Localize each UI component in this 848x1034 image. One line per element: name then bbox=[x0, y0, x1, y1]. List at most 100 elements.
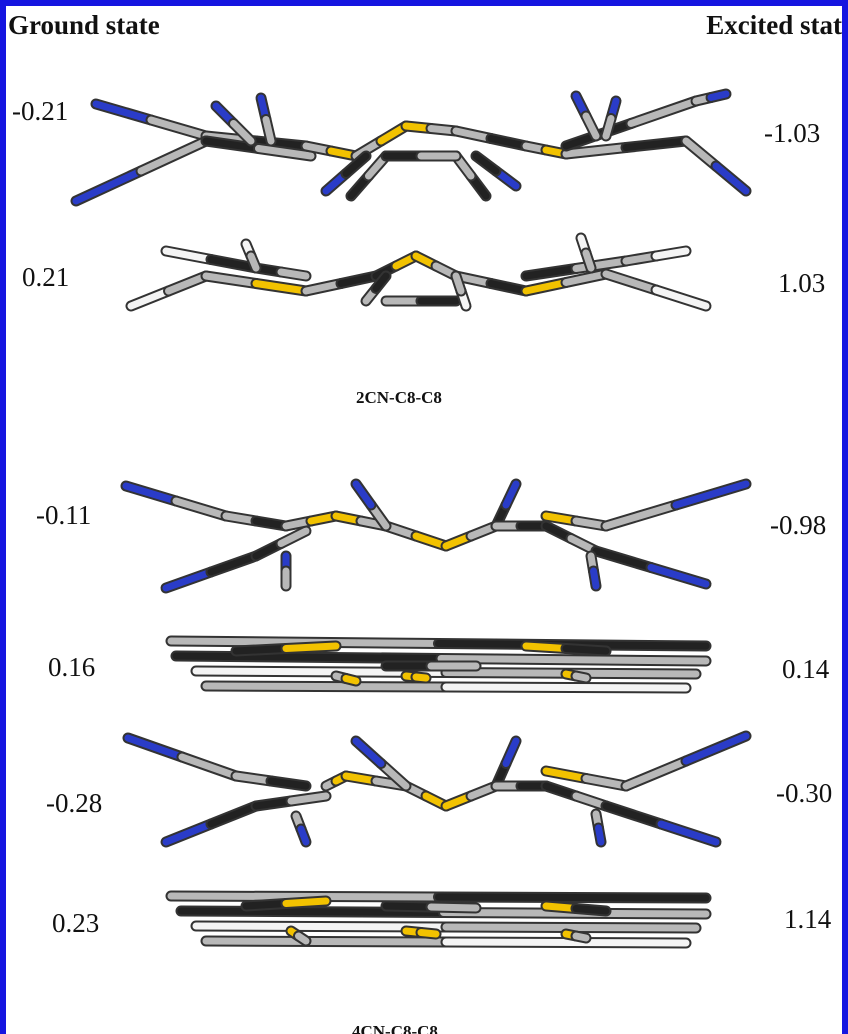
mol2-bond-1-segment-0 bbox=[202, 272, 260, 287]
mol2-bond-10-segment-1 bbox=[372, 272, 390, 292]
mol6-bond-7-segment-1 bbox=[417, 929, 440, 938]
mol1-bond-18-segment-1 bbox=[707, 90, 730, 101]
excited-value-2: 1.03 bbox=[778, 268, 826, 298]
mol2-bond-2-segment-0 bbox=[162, 247, 215, 263]
ground-value-5: -0.28 bbox=[46, 788, 103, 818]
mol6-bond-0-segment-1 bbox=[435, 893, 710, 902]
mol5-bond-15-segment-0 bbox=[602, 802, 665, 828]
mol1-bond-5-segment-1 bbox=[262, 116, 275, 145]
excited-value-1: -1.03 bbox=[764, 118, 821, 148]
mol2-bond-12-segment-1 bbox=[562, 270, 610, 286]
mol4-bond-5-segment-0 bbox=[522, 642, 570, 652]
excited-state-header: Excited state bbox=[706, 10, 848, 40]
mol3-bond-2-segment-0 bbox=[162, 568, 215, 592]
excited-value-6: 1.14 bbox=[784, 904, 832, 934]
mol3-bond-15-segment-0 bbox=[592, 547, 655, 571]
mol1-bond-20-segment-1 bbox=[602, 115, 615, 140]
mol4-bond-9-segment-1 bbox=[572, 672, 590, 682]
mol5-bond-1-segment-0 bbox=[232, 772, 275, 785]
mol2-bond-14-segment-1 bbox=[572, 257, 630, 272]
mol1-bond-0-segment-0 bbox=[92, 100, 155, 124]
molecule-4cn-conformer-1 bbox=[120, 478, 752, 594]
ground-state-header: Ground state bbox=[8, 10, 160, 40]
mol6-bond-9-segment-1 bbox=[572, 932, 590, 942]
mol2-bond-1-segment-1 bbox=[252, 280, 310, 295]
ground-value-2: 0.21 bbox=[22, 262, 70, 292]
mol5-bond-0-segment-1 bbox=[178, 753, 240, 780]
mol1-bond-17-segment-1 bbox=[627, 97, 700, 127]
mol3-bond-14-segment-0 bbox=[602, 501, 680, 530]
mol1-bond-2-segment-0 bbox=[72, 167, 145, 205]
mol6-bond-5-segment-1 bbox=[572, 905, 610, 915]
mol1-bond-15-segment-0 bbox=[562, 144, 630, 158]
excited-value-3: -0.98 bbox=[770, 510, 827, 540]
mol6-bond-3-segment-0 bbox=[202, 937, 450, 946]
mol5-bond-9-segment-1 bbox=[352, 737, 385, 767]
mol5-bond-13-segment-0 bbox=[542, 767, 590, 782]
mol5-bond-10-segment-1 bbox=[502, 737, 520, 767]
ground-value-1: -0.21 bbox=[12, 96, 69, 126]
mol5-bond-1-segment-1 bbox=[267, 777, 310, 790]
mol4-bond-8-segment-1 bbox=[342, 675, 360, 685]
mol1-bond-9-segment-0 bbox=[452, 127, 495, 142]
mol3-bond-9-segment-1 bbox=[352, 480, 375, 509]
mol5-bond-4-segment-1 bbox=[297, 825, 310, 846]
mol2-bond-12-segment-0 bbox=[522, 279, 570, 295]
mol6-bond-4-segment-1 bbox=[282, 897, 330, 907]
molecule-drawings bbox=[70, 88, 752, 949]
caption-2cn-c8-c8: 2CN-C8-C8 bbox=[356, 388, 442, 407]
mol6-bond-6-segment-0 bbox=[382, 902, 435, 911]
mol2-bond-5-segment-0 bbox=[302, 280, 345, 295]
mol6-bond-0-segment-0 bbox=[167, 892, 442, 901]
mol3-bond-15-segment-1 bbox=[647, 564, 710, 588]
mol2-bond-15-segment-1 bbox=[652, 247, 690, 260]
mol5-bond-13-segment-1 bbox=[582, 775, 630, 790]
mol1-bond-14-segment-1 bbox=[472, 152, 500, 175]
mol4-bond-1-segment-0 bbox=[172, 652, 445, 662]
mol1-bond-1-segment-1 bbox=[252, 137, 310, 150]
ground-value-3: -0.11 bbox=[36, 500, 92, 530]
mol4-bond-1-segment-1 bbox=[437, 655, 710, 665]
mol2-bond-8-segment-1 bbox=[487, 280, 530, 295]
caption-4cn-c8-c8: 4CN-C8-C8 bbox=[352, 1022, 438, 1034]
mol6-bond-1-segment-0 bbox=[177, 907, 447, 916]
mol2-bond-13-segment-1 bbox=[652, 286, 710, 310]
mol1-bond-2-segment-1 bbox=[137, 137, 210, 175]
mol1-bond-16-segment-1 bbox=[712, 162, 750, 195]
mol4-bond-4-segment-0 bbox=[232, 645, 290, 655]
mol5-bond-2-segment-0 bbox=[162, 820, 215, 846]
mol6-bond-3-segment-1 bbox=[442, 938, 690, 947]
molecule-4cn-stacked-1 bbox=[165, 635, 712, 694]
molecule-2cn-ground-excited bbox=[70, 88, 752, 207]
mol4-bond-3-segment-0 bbox=[202, 682, 450, 691]
mol3-bond-0-segment-0 bbox=[122, 482, 180, 505]
mol5-bond-3-segment-1 bbox=[287, 792, 330, 805]
mol5-bond-0-segment-0 bbox=[124, 734, 186, 761]
mol6-bond-2-segment-1 bbox=[442, 923, 700, 932]
mol6-bond-4-segment-0 bbox=[242, 900, 290, 910]
mol1-bond-0-segment-1 bbox=[147, 116, 210, 140]
molecule-4cn-conformer-2 bbox=[122, 730, 752, 848]
mol1-bond-4-segment-1 bbox=[230, 120, 255, 145]
molecule-2cn-backbone bbox=[125, 232, 712, 312]
mol4-bond-4-segment-1 bbox=[282, 642, 340, 652]
ground-value-4: 0.16 bbox=[48, 652, 96, 682]
mol6-bond-6-segment-1 bbox=[427, 903, 480, 912]
mol4-bond-5-segment-1 bbox=[562, 645, 610, 655]
mol2-bond-16-segment-1 bbox=[582, 249, 595, 272]
mol4-bond-7-segment-1 bbox=[412, 673, 430, 682]
mol1-bond-16-segment-0 bbox=[682, 137, 720, 170]
mol1-bond-15-segment-1 bbox=[622, 137, 690, 151]
mol1-bond-3-segment-0 bbox=[202, 137, 262, 152]
mol1-bond-19-segment-1 bbox=[582, 112, 600, 140]
mol2-bond-2-segment-1 bbox=[207, 256, 260, 272]
mol1-bond-3-segment-1 bbox=[255, 145, 315, 160]
mol5-bond-16-segment-1 bbox=[595, 824, 605, 846]
mol3-bond-16-segment-1 bbox=[590, 567, 600, 590]
mol2-bond-13-segment-0 bbox=[602, 270, 660, 294]
mol3-bond-10-segment-1 bbox=[502, 480, 520, 509]
ground-value-6: 0.23 bbox=[52, 908, 100, 938]
mol2-bond-0-segment-0 bbox=[127, 287, 172, 310]
mol3-bond-14-segment-1 bbox=[672, 480, 750, 509]
